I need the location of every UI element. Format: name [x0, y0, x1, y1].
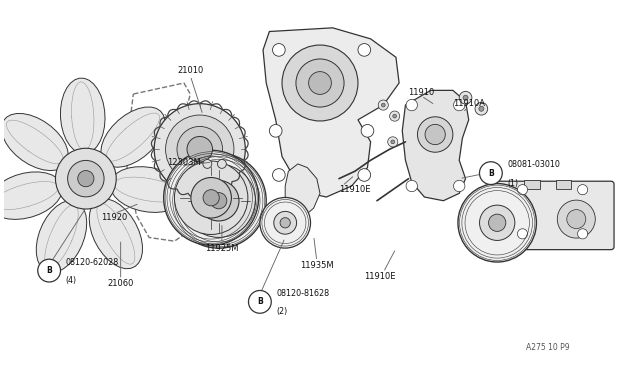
Circle shape	[182, 164, 255, 237]
Circle shape	[211, 193, 227, 209]
FancyBboxPatch shape	[524, 180, 540, 189]
Circle shape	[358, 44, 371, 56]
Circle shape	[425, 124, 445, 145]
Circle shape	[567, 209, 586, 229]
Circle shape	[388, 137, 398, 147]
Circle shape	[282, 45, 358, 121]
Circle shape	[577, 185, 588, 195]
Polygon shape	[403, 90, 468, 201]
Circle shape	[172, 153, 266, 248]
Circle shape	[479, 205, 515, 240]
Circle shape	[203, 190, 220, 206]
Text: 11910A: 11910A	[452, 99, 484, 108]
Circle shape	[460, 92, 472, 104]
Circle shape	[187, 137, 212, 162]
Circle shape	[378, 100, 388, 110]
Text: 11925M: 11925M	[205, 244, 239, 253]
Text: 11920: 11920	[101, 213, 127, 222]
Circle shape	[56, 148, 116, 209]
Polygon shape	[285, 164, 320, 223]
Text: (4): (4)	[66, 276, 77, 285]
Text: 11935M: 11935M	[300, 260, 333, 270]
Circle shape	[518, 185, 527, 195]
Circle shape	[393, 114, 397, 118]
Circle shape	[361, 125, 374, 137]
Circle shape	[154, 104, 245, 195]
FancyBboxPatch shape	[488, 181, 614, 250]
Circle shape	[458, 183, 536, 262]
Circle shape	[198, 180, 239, 221]
Text: 08120-81628: 08120-81628	[276, 289, 330, 298]
Text: 11910: 11910	[408, 88, 435, 97]
Circle shape	[166, 115, 234, 183]
Polygon shape	[89, 199, 143, 269]
Circle shape	[454, 99, 465, 111]
Circle shape	[77, 170, 94, 187]
Text: B: B	[257, 297, 263, 307]
Polygon shape	[1, 113, 68, 171]
Text: B: B	[46, 266, 52, 275]
Circle shape	[164, 150, 259, 245]
Text: A275 10 P9: A275 10 P9	[526, 343, 570, 352]
Text: 11910E: 11910E	[364, 272, 396, 280]
Circle shape	[518, 229, 527, 239]
Polygon shape	[0, 172, 62, 219]
Circle shape	[273, 44, 285, 56]
Circle shape	[68, 160, 104, 197]
Circle shape	[38, 259, 61, 282]
Circle shape	[280, 218, 291, 228]
Circle shape	[203, 160, 212, 169]
Text: 21060: 21060	[108, 279, 134, 288]
Circle shape	[557, 200, 595, 238]
Circle shape	[406, 180, 417, 192]
Text: 08081-03010: 08081-03010	[508, 160, 560, 170]
Circle shape	[191, 177, 232, 218]
Circle shape	[454, 180, 465, 192]
Circle shape	[463, 95, 468, 100]
Circle shape	[406, 99, 417, 111]
Polygon shape	[36, 201, 87, 273]
Polygon shape	[60, 78, 105, 154]
Circle shape	[417, 117, 453, 152]
Circle shape	[274, 211, 296, 234]
FancyBboxPatch shape	[556, 180, 572, 189]
Text: 12303M: 12303M	[167, 158, 201, 167]
Text: B: B	[488, 169, 493, 177]
Circle shape	[381, 103, 385, 107]
Circle shape	[175, 161, 248, 234]
Text: 11910E: 11910E	[339, 185, 371, 194]
Polygon shape	[263, 28, 399, 197]
Text: 08120-62028: 08120-62028	[66, 258, 119, 267]
Circle shape	[308, 72, 332, 94]
Polygon shape	[110, 167, 185, 212]
Circle shape	[479, 162, 502, 185]
Text: (2): (2)	[276, 307, 287, 316]
Circle shape	[479, 106, 484, 111]
Circle shape	[577, 229, 588, 239]
Circle shape	[273, 169, 285, 181]
Circle shape	[269, 125, 282, 137]
Text: 21010: 21010	[177, 65, 204, 75]
Circle shape	[260, 198, 310, 248]
Circle shape	[488, 214, 506, 231]
Circle shape	[218, 160, 227, 169]
Text: (1): (1)	[508, 179, 518, 187]
Circle shape	[358, 169, 371, 181]
Circle shape	[391, 140, 395, 144]
Circle shape	[248, 291, 271, 313]
Circle shape	[296, 59, 344, 107]
Circle shape	[390, 111, 400, 121]
Circle shape	[475, 102, 488, 115]
Circle shape	[177, 126, 223, 172]
Polygon shape	[101, 107, 165, 167]
